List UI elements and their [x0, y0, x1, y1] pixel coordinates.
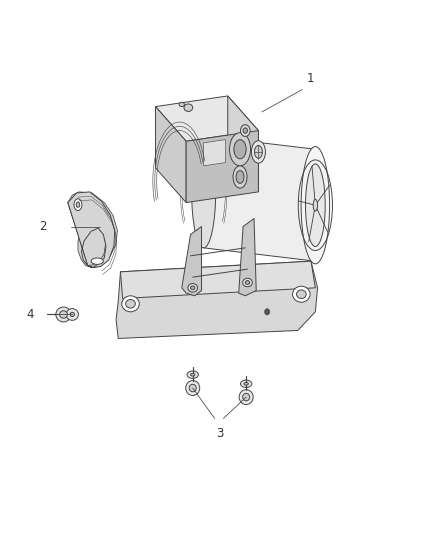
Polygon shape: [228, 96, 258, 192]
Ellipse shape: [243, 128, 247, 133]
Ellipse shape: [66, 309, 78, 320]
Ellipse shape: [56, 307, 71, 322]
Circle shape: [265, 309, 270, 315]
Polygon shape: [116, 261, 318, 338]
Ellipse shape: [179, 102, 184, 107]
Polygon shape: [120, 261, 315, 298]
Ellipse shape: [191, 286, 195, 290]
Text: 3: 3: [216, 427, 224, 440]
Ellipse shape: [60, 311, 67, 318]
Ellipse shape: [184, 104, 193, 111]
Polygon shape: [204, 140, 226, 166]
Polygon shape: [182, 227, 201, 296]
Ellipse shape: [301, 147, 330, 264]
Ellipse shape: [187, 371, 198, 378]
Polygon shape: [239, 219, 256, 296]
Ellipse shape: [233, 166, 247, 188]
Ellipse shape: [305, 164, 325, 247]
Ellipse shape: [74, 199, 82, 211]
Ellipse shape: [254, 146, 262, 158]
Text: 2: 2: [39, 220, 47, 233]
Text: 4: 4: [26, 308, 34, 321]
Ellipse shape: [186, 381, 200, 395]
Ellipse shape: [240, 125, 250, 136]
Ellipse shape: [191, 373, 195, 376]
Ellipse shape: [192, 136, 215, 248]
Ellipse shape: [122, 296, 139, 312]
Ellipse shape: [239, 390, 253, 405]
Ellipse shape: [91, 258, 103, 264]
Ellipse shape: [240, 380, 252, 387]
Ellipse shape: [189, 384, 196, 392]
Ellipse shape: [313, 199, 318, 211]
Polygon shape: [68, 192, 115, 268]
Ellipse shape: [293, 286, 310, 302]
Ellipse shape: [70, 312, 74, 317]
Polygon shape: [68, 195, 88, 216]
Ellipse shape: [251, 141, 265, 163]
Polygon shape: [68, 192, 117, 268]
Text: 1: 1: [307, 72, 314, 85]
Ellipse shape: [188, 284, 198, 292]
Ellipse shape: [126, 300, 135, 308]
Ellipse shape: [243, 393, 250, 401]
Ellipse shape: [76, 202, 80, 207]
Ellipse shape: [234, 140, 246, 159]
Ellipse shape: [297, 290, 306, 298]
Polygon shape: [204, 136, 315, 261]
Polygon shape: [155, 107, 186, 203]
Polygon shape: [186, 131, 258, 203]
Polygon shape: [155, 96, 258, 141]
Ellipse shape: [243, 278, 252, 287]
Ellipse shape: [245, 280, 250, 285]
Ellipse shape: [244, 383, 248, 385]
Ellipse shape: [230, 133, 251, 166]
Ellipse shape: [236, 171, 244, 183]
